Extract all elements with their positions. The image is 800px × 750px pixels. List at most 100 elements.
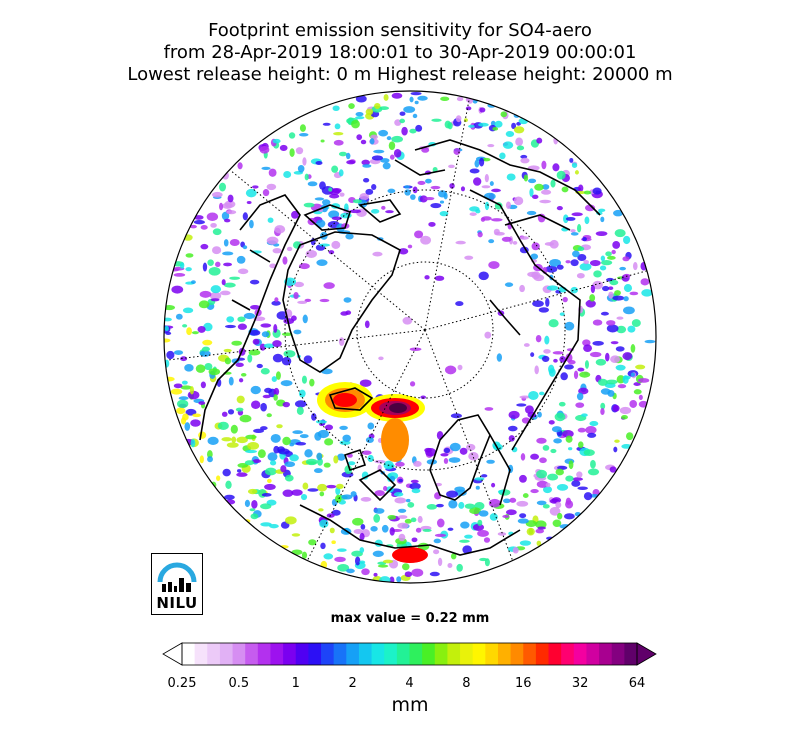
field-speckle xyxy=(424,275,430,280)
field-speckle xyxy=(387,514,397,520)
field-speckle xyxy=(336,548,347,552)
field-speckle xyxy=(266,236,279,245)
field-speckle xyxy=(331,165,339,173)
field-speckle xyxy=(298,389,306,398)
field-speckle xyxy=(623,235,631,245)
field-speckle xyxy=(289,454,299,462)
field-speckle xyxy=(192,413,202,418)
field-speckle xyxy=(576,272,585,279)
field-speckle xyxy=(535,520,547,529)
field-speckle xyxy=(583,260,590,265)
field-speckle xyxy=(600,260,613,266)
field-speckle xyxy=(297,300,308,305)
field-speckle xyxy=(556,205,563,211)
field-speckle xyxy=(478,122,489,127)
field-speckle xyxy=(249,279,260,285)
field-speckle xyxy=(468,451,479,461)
field-speckle xyxy=(590,284,596,294)
field-speckle xyxy=(345,152,351,160)
field-speckle xyxy=(372,251,383,257)
field-speckle xyxy=(605,352,610,362)
field-speckle xyxy=(459,539,470,543)
field-speckle xyxy=(411,488,421,494)
field-speckle xyxy=(198,401,206,405)
field-speckle xyxy=(456,563,463,572)
field-speckle xyxy=(494,231,505,236)
field-speckle xyxy=(545,482,551,488)
field-speckle xyxy=(592,280,603,290)
field-speckle xyxy=(307,181,318,187)
field-hotspot xyxy=(392,547,428,563)
field-speckle xyxy=(377,564,389,568)
field-speckle xyxy=(304,173,309,181)
field-speckle xyxy=(473,177,482,186)
field-speckle xyxy=(602,285,610,292)
field-speckle xyxy=(320,542,326,550)
field-speckle xyxy=(517,518,529,524)
field-speckle xyxy=(593,270,602,278)
field-speckle xyxy=(530,453,539,460)
field-speckle xyxy=(399,111,406,116)
field-speckle xyxy=(589,351,602,358)
field-speckle xyxy=(613,209,624,217)
field-speckle xyxy=(235,362,244,368)
field-speckle xyxy=(415,527,422,533)
field-speckle xyxy=(550,448,557,454)
logo-bar xyxy=(174,586,177,592)
field-speckle xyxy=(299,434,309,439)
field-speckle xyxy=(224,218,231,223)
field-speckle xyxy=(206,212,219,221)
field-speckle xyxy=(403,106,416,113)
field-speckle xyxy=(623,284,633,293)
field-speckle xyxy=(374,102,381,110)
colorbar-cell xyxy=(270,643,284,665)
field-speckle xyxy=(202,262,208,272)
field-speckle xyxy=(267,478,272,483)
field-speckle xyxy=(513,126,525,134)
field-speckle xyxy=(511,122,517,130)
field-speckle xyxy=(482,157,491,162)
field-speckle xyxy=(285,516,297,525)
field-speckle xyxy=(335,494,342,503)
field-speckle xyxy=(610,341,619,345)
field-speckle xyxy=(584,360,590,369)
field-speckle xyxy=(505,201,511,209)
field-speckle xyxy=(491,482,496,488)
field-speckle xyxy=(543,349,551,354)
field-speckle xyxy=(559,355,566,363)
field-speckle xyxy=(249,329,261,336)
field-speckle xyxy=(410,91,422,96)
field-speckle xyxy=(266,413,272,418)
field-speckle xyxy=(262,394,271,399)
field-speckle xyxy=(283,171,292,178)
field-hotspot xyxy=(333,393,357,407)
field-speckle xyxy=(180,356,188,362)
field-speckle xyxy=(333,132,344,136)
field-speckle xyxy=(322,122,331,126)
field-speckle xyxy=(583,449,595,457)
field-speckle xyxy=(300,494,308,501)
field-speckle xyxy=(383,94,389,101)
colorbar-cell xyxy=(308,643,322,665)
field-speckle xyxy=(245,434,257,440)
field-speckle xyxy=(466,443,476,451)
field-speckle xyxy=(272,247,282,254)
field-speckle xyxy=(237,323,247,330)
field-speckle xyxy=(319,519,329,528)
field-speckle xyxy=(260,522,272,527)
field-speckle xyxy=(609,279,619,286)
field-speckle xyxy=(564,321,575,331)
field-speckle xyxy=(381,524,389,533)
field-speckle xyxy=(599,265,607,271)
colorbar-cell xyxy=(624,643,638,665)
field-speckle xyxy=(443,192,448,200)
field-speckle xyxy=(497,532,507,536)
field-speckle xyxy=(433,549,440,555)
field-speckle xyxy=(222,202,233,209)
field-speckle xyxy=(615,346,625,352)
logo-bar xyxy=(162,584,166,592)
field-speckle xyxy=(489,513,498,521)
field-speckle xyxy=(178,396,189,401)
field-speckle xyxy=(211,246,222,255)
field-speckle xyxy=(206,450,213,459)
